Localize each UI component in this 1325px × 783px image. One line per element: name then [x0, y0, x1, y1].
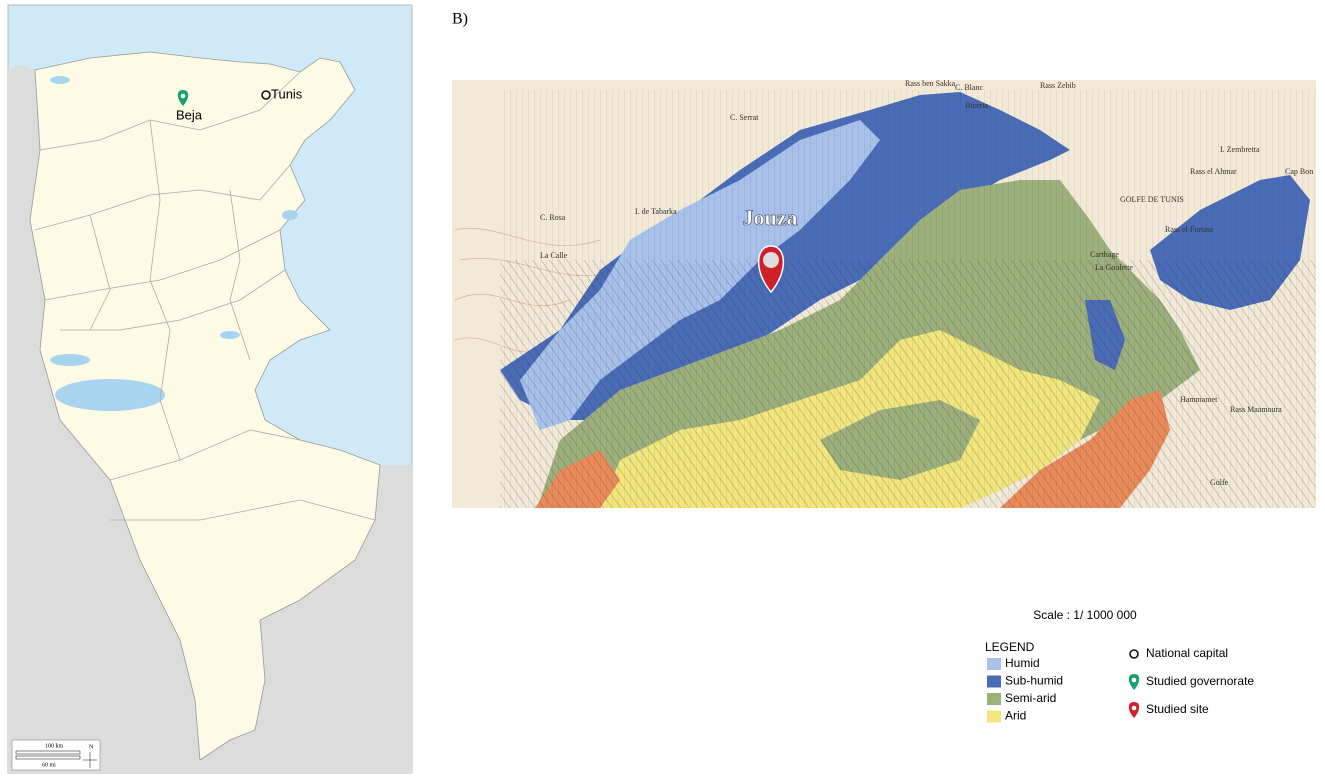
legend-label: Humid — [1005, 656, 1040, 670]
map-labels: Bizerta Rass ben Sakka C. Blanc Rass Zeb… — [540, 79, 1313, 487]
map-label: Carthage — [1090, 250, 1119, 259]
legend-swatch — [987, 675, 1001, 688]
legend-swatch — [987, 710, 1001, 723]
place-label: Beja — [176, 107, 203, 122]
legend-title: LEGEND — [985, 640, 1035, 654]
legend-symbol — [1129, 649, 1139, 659]
map-label: Rass el Fortass — [1165, 225, 1213, 234]
map-label: C. Serrat — [730, 113, 759, 122]
site-marker — [757, 245, 785, 294]
map-label: GOLFE DE TUNIS — [1120, 195, 1184, 204]
map-label: La Goulette — [1095, 263, 1133, 272]
map-label: Cap Bon — [1285, 167, 1313, 176]
panel-a: A) Tunis Beja 100 km 60 mi N — [7, 4, 413, 774]
algeria — [8, 65, 200, 773]
hatching — [500, 260, 1316, 508]
legend-symbol — [1131, 677, 1137, 683]
map-label: Rass el Ahmar — [1190, 167, 1237, 176]
legend-label: Arid — [1005, 709, 1026, 723]
map-label: Bizerta — [965, 101, 989, 110]
north-label: N — [89, 744, 94, 750]
panel-b: B) Bizerta Rass ben Sakka C. Blanc Rass … — [452, 11, 1316, 723]
panel-label: B) — [452, 11, 468, 28]
map-label: Rass ben Sakka — [905, 79, 956, 88]
legend-symbol — [1131, 705, 1137, 711]
tunis-marker: Tunis — [261, 86, 303, 101]
legend: Humid Sub-humid Semi-arid Arid National capi… — [987, 646, 1254, 723]
scale-label: 60 mi — [42, 762, 56, 768]
map-label: I. de Tabarka — [635, 207, 677, 216]
scale-bar: 100 km 60 mi N — [11, 739, 101, 771]
map-label: Hammamet — [1180, 395, 1218, 404]
map-label: C. Blanc — [955, 83, 983, 92]
scale-text: Scale : 1/ 1000 000 — [1033, 608, 1137, 622]
map-label: Rass Maamoura — [1230, 405, 1282, 414]
legend-swatch — [987, 693, 1001, 705]
scale-label: 100 km — [45, 743, 64, 749]
lakes — [50, 76, 298, 411]
governorate-borders — [34, 71, 376, 521]
place-label: Tunis — [271, 86, 303, 101]
legend-label: Studied governorate — [1146, 674, 1254, 688]
map-label: Golfe — [1210, 478, 1229, 487]
map-label: Rass Zebib — [1040, 81, 1076, 90]
map-label: I. Zembretta — [1220, 145, 1260, 154]
map-label: La Calle — [540, 251, 568, 260]
tunisia — [29, 51, 381, 761]
libya — [195, 465, 412, 773]
legend-swatch — [987, 658, 1001, 670]
map-label: C. Rosa — [540, 213, 566, 222]
legend-label: National capital — [1146, 646, 1228, 660]
site-label: Jouza — [743, 205, 798, 230]
legend-label: Semi-arid — [1005, 691, 1056, 705]
beja-marker: Beja — [176, 90, 203, 122]
legend-label: Studied site — [1146, 702, 1209, 716]
legend-label: Sub-humid — [1005, 674, 1063, 688]
